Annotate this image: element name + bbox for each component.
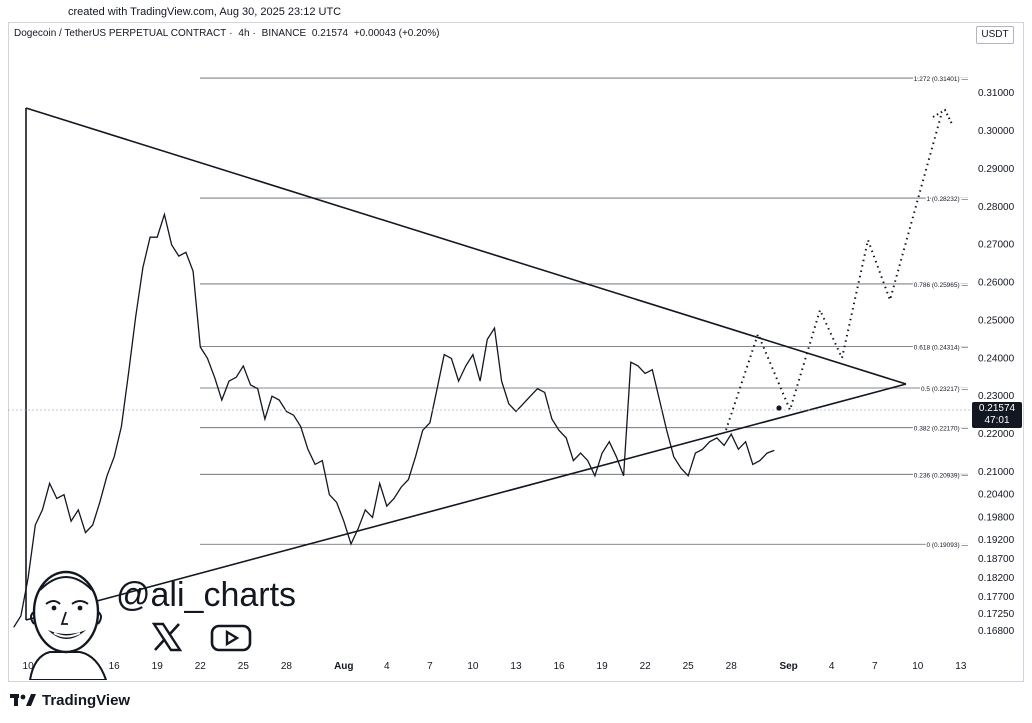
fib-level-label: 1 (0.28232) — (926, 196, 968, 203)
projection-path (725, 111, 943, 431)
symmetrical-triangle (25, 107, 907, 621)
y-axis-tick-label: 0.20400 (978, 490, 1015, 501)
y-axis-tick-label: 0.16800 (978, 626, 1015, 637)
x-axis-tick-label: 4 (829, 661, 835, 672)
legend-price: 0.21574 (311, 28, 349, 39)
x-axis-tick-label: 13 (510, 661, 522, 672)
projection-arrowhead (932, 108, 953, 125)
y-axis-tick-label: 0.29000 (978, 164, 1015, 175)
y-axis-tick-label: 0.17250 (978, 609, 1015, 620)
x-axis-tick-label: 25 (238, 661, 250, 672)
x-axis-tick-label: 28 (726, 661, 738, 672)
social-handle: @ali_charts (116, 576, 297, 614)
x-axis-tick-label: 22 (195, 661, 207, 672)
candle-countdown: 47:01 (984, 415, 1010, 426)
currency-selector[interactable]: USDT (976, 26, 1014, 44)
x-axis-tick-label: 10 (467, 661, 479, 672)
x-axis-tick-label: 10 (23, 661, 35, 672)
x-axis-tick-label: 22 (640, 661, 652, 672)
triangle-upper-trendline (25, 107, 907, 385)
y-axis-tick-label: 0.22000 (978, 429, 1015, 440)
x-axis-tick-label: 4 (384, 661, 390, 672)
chart-frame (8, 22, 1024, 682)
y-axis-tick-label: 0.26000 (978, 278, 1015, 289)
fib-level-label: 0.5 (0.23217) — (921, 386, 968, 393)
tradingview-branding[interactable]: TradingView (10, 688, 130, 712)
fibonacci-levels: 1.272 (0.31401) — 1 (0.28232) — 0.786 (0.2… (200, 75, 970, 550)
chart-credit: created with TradingView.com, Aug 30, 20… (68, 6, 342, 18)
x-axis-tick-label: 19 (597, 661, 609, 672)
fib-level-label: 1.272 (0.31401) — (914, 76, 969, 83)
legend-change: +0.00043 (+0.20%) (353, 28, 440, 39)
tradingview-logo-icon (10, 694, 36, 706)
x-axis-tick-label: 25 (683, 661, 695, 672)
x-axis-tick-label: 10 (912, 661, 924, 672)
x-axis-tick-label: Sep (779, 661, 797, 672)
last-price-tag: 0.21574 47:01 (972, 402, 1022, 428)
avatar (28, 570, 108, 680)
fib-level-label: 0.786 (0.25965) — (914, 282, 969, 289)
y-axis-tick-label: 0.19800 (978, 512, 1015, 523)
y-axis-tick-label: 0.18200 (978, 573, 1015, 584)
y-axis-ticks: 0.31000 0.30000 0.29000 0.28000 0.27000 0.260… (978, 88, 1015, 637)
x-axis-tick-label: 19 (152, 661, 164, 672)
legend-separator: · (229, 28, 233, 39)
y-axis-tick-label: 0.23000 (978, 391, 1015, 402)
x-axis-tick-label: 13 (955, 661, 967, 672)
fib-level-label: 0.618 (0.24314) — (914, 344, 969, 351)
y-axis-tick-label: 0.27000 (978, 240, 1015, 251)
legend-interval[interactable]: 4h (238, 28, 250, 39)
y-axis-tick-label: 0.25000 (978, 315, 1015, 326)
x-axis-tick-label: 7 (427, 661, 433, 672)
legend-symbol[interactable]: Dogecoin / TetherUS PERPETUAL CONTRACT (14, 28, 227, 39)
x-axis-tick-label: 28 (281, 661, 293, 672)
x-logo-icon (151, 622, 183, 652)
legend-exchange: BINANCE (261, 28, 307, 39)
y-axis-tick-label: 0.17700 (978, 592, 1015, 603)
chart-legend: Dogecoin / TetherUS PERPETUAL CONTRACT · … (14, 28, 442, 39)
y-axis-tick-label: 0.31000 (978, 88, 1015, 99)
last-price-value: 0.21574 (978, 403, 1016, 414)
brand-name: TradingView (42, 691, 131, 709)
x-axis-tick-label: 7 (872, 661, 878, 672)
y-axis-tick-label: 0.30000 (978, 126, 1015, 137)
price-line-series (13, 211, 775, 628)
x-axis-ticks: 10 13 16 19 22 25 28 Aug 4 7 10 13 16 19 22 25 28 Sep 4 7 10… (23, 661, 967, 672)
x-axis-tick-label: 16 (553, 661, 565, 672)
x-axis-tick-label: 16 (109, 661, 121, 672)
y-axis-tick-label: 0.19200 (978, 535, 1015, 546)
triangle-lower-trendline (25, 383, 907, 621)
y-axis-tick-label: 0.24000 (978, 353, 1015, 364)
legend-separator: · (252, 28, 256, 39)
x-axis-tick-label: Aug (334, 661, 353, 672)
fib-level-label: 0.236 (0.20939) — (914, 472, 969, 479)
youtube-play-icon (210, 624, 252, 652)
y-axis-tick-label: 0.28000 (978, 202, 1015, 213)
fib-level-label: 0.382 (0.22170) — (914, 426, 969, 433)
fib-level-label: 0 (0.19093) — (926, 542, 968, 549)
y-axis-tick-label: 0.21000 (978, 467, 1015, 478)
last-price-dot (776, 405, 782, 411)
y-axis-tick-label: 0.18700 (978, 554, 1015, 565)
